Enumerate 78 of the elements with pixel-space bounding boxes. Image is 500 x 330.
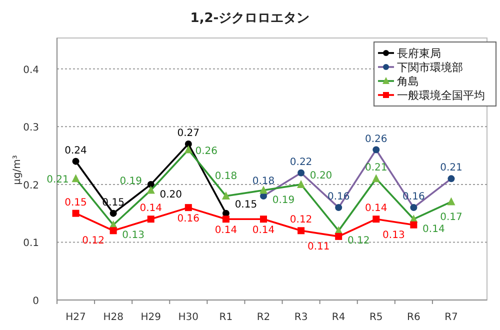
point <box>260 192 267 200</box>
point <box>72 158 80 165</box>
y-tick-label: 0.4 <box>23 64 39 76</box>
point <box>147 180 154 188</box>
data-label: 0.12 <box>82 236 104 247</box>
data-label: 0.21 <box>365 162 388 174</box>
x-tick-label: R2 <box>256 312 270 323</box>
data-label: 0.20 <box>310 170 332 182</box>
point <box>260 216 267 223</box>
legend-label: 一般環境全国平均 <box>397 89 485 102</box>
x-tick-label: R1 <box>219 312 233 323</box>
legend-label: 長府東局 <box>397 47 441 60</box>
point <box>184 145 192 154</box>
data-label: 0.14 <box>214 225 238 236</box>
data-label: 0.11 <box>307 241 330 252</box>
x-tick-label: R6 <box>407 312 420 323</box>
point <box>146 186 155 194</box>
x-tick-label: R3 <box>294 312 308 323</box>
point <box>147 216 154 223</box>
point <box>222 192 230 200</box>
data-label: 0.16 <box>177 214 200 225</box>
point <box>184 140 192 148</box>
data-label: 0.18 <box>214 171 238 182</box>
point <box>110 227 117 234</box>
x-tick-label: H29 <box>140 312 161 323</box>
y-axis-title: μg/m³ <box>12 155 23 185</box>
data-label: 0.13 <box>382 230 405 241</box>
point <box>297 180 306 188</box>
point <box>372 146 380 154</box>
data-label: 0.17 <box>440 212 462 223</box>
point <box>335 232 342 240</box>
data-label: 0.27 <box>177 128 200 139</box>
data-label: 0.22 <box>290 156 312 168</box>
point <box>298 227 305 234</box>
point <box>335 204 342 212</box>
x-tick-label: H27 <box>66 312 86 323</box>
data-label: 0.21 <box>440 162 462 174</box>
point <box>447 197 456 206</box>
data-label: 0.26 <box>195 146 218 157</box>
y-tick-label: 0 <box>32 296 39 307</box>
point <box>72 210 80 217</box>
chart-title: 1,2-ジクロロエタン <box>190 11 310 26</box>
x-tick-label: R7 <box>444 312 458 323</box>
point <box>410 221 418 228</box>
x-tick-label: H28 <box>103 312 124 323</box>
point <box>222 216 230 223</box>
data-label: 0.14 <box>422 224 445 236</box>
point <box>184 204 192 212</box>
data-label: 0.12 <box>347 236 370 247</box>
data-label: 0.12 <box>290 214 312 226</box>
x-tick-label: R4 <box>332 312 346 323</box>
x-tick-label: R5 <box>369 312 383 323</box>
point <box>72 174 80 182</box>
data-label: 0.20 <box>160 189 182 200</box>
point <box>110 210 117 217</box>
data-label: 0.14 <box>140 203 162 214</box>
data-label: 0.13 <box>122 230 144 241</box>
point <box>298 169 305 176</box>
point <box>260 186 268 194</box>
legend-label: 角島 <box>397 75 419 88</box>
data-label: 0.15 <box>64 197 87 208</box>
data-label: 0.14 <box>252 225 275 236</box>
point <box>410 204 418 212</box>
x-tick-label: H30 <box>178 312 199 323</box>
data-label: 0.26 <box>365 134 388 145</box>
data-label: 0.19 <box>272 195 295 206</box>
data-label: 0.15 <box>234 199 258 210</box>
data-label: 0.19 <box>120 176 142 188</box>
point <box>448 175 455 182</box>
y-tick-label: 0.3 <box>23 122 39 134</box>
data-label: 0.24 <box>64 145 87 156</box>
point <box>372 216 380 223</box>
y-tick-label: 0.1 <box>23 238 39 250</box>
legend-label: 下関市環境部 <box>397 61 463 74</box>
data-label: 0.14 <box>365 203 388 214</box>
data-label: 0.18 <box>252 176 275 187</box>
y-tick-label: 0.2 <box>23 180 39 192</box>
point <box>372 174 380 182</box>
